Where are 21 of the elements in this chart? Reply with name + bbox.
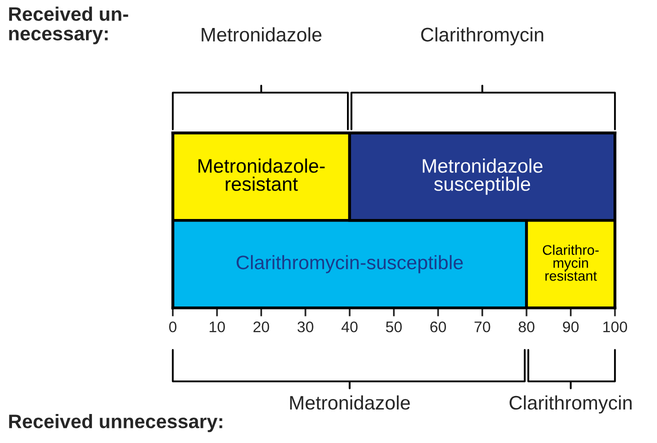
x-tick-label: 90 [562, 321, 579, 332]
x-tick-label: 50 [386, 321, 402, 332]
text: Metronidazole [202, 27, 322, 42]
text: Clarithromycin [421, 27, 544, 46]
text: Received un- necessary: [9, 6, 128, 44]
data-label: Metronidazole susceptible [422, 158, 543, 195]
x-tick-label: 100 [603, 321, 628, 332]
data-label: Metronidazole- resistant [198, 158, 325, 191]
x-tick-label: 80 [518, 321, 534, 332]
x-tick-label: 30 [298, 321, 314, 332]
x-tick-label: 70 [474, 321, 490, 332]
x-tick-label: 10 [210, 321, 225, 332]
x-tick-label: 40 [342, 321, 358, 332]
text: Clarithromycin [510, 395, 632, 414]
x-tick-label: 60 [430, 321, 446, 332]
x-tick-label: 0 [169, 321, 176, 332]
text: Received unnecessary: [9, 414, 222, 432]
text: Metronidazole [290, 395, 410, 410]
x-tick-label: 20 [253, 321, 270, 332]
data-label: Clarithro- mycin resistant [542, 244, 599, 281]
data-label: Clarithromycin-susceptible [236, 255, 463, 274]
